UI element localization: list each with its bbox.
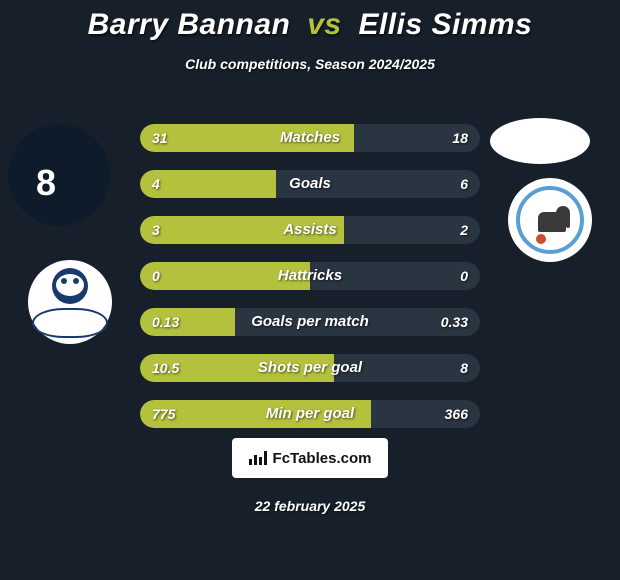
stat-row: 3118Matches bbox=[140, 124, 480, 152]
stat-row: 00Hattricks bbox=[140, 262, 480, 290]
comparison-title: Barry Bannan vs Ellis Simms bbox=[0, 0, 620, 42]
ball-icon bbox=[536, 234, 546, 244]
crest-ring-icon bbox=[32, 308, 108, 338]
stat-label: Assists bbox=[140, 216, 480, 244]
vs-separator: vs bbox=[307, 8, 341, 41]
stat-bars: 3118Matches 46Goals 32Assists 00Hattricks 0.… bbox=[140, 124, 480, 446]
stat-label: Goals bbox=[140, 170, 480, 198]
stat-row: 32Assists bbox=[140, 216, 480, 244]
player1-avatar: 8 bbox=[8, 124, 110, 226]
stat-row: 775366Min per goal bbox=[140, 400, 480, 428]
player2-name: Ellis Simms bbox=[358, 8, 532, 41]
elephant-icon bbox=[538, 204, 570, 236]
stat-row: 10.58Shots per goal bbox=[140, 354, 480, 382]
site-name: FcTables.com bbox=[273, 450, 372, 467]
player1-jersey-number: 8 bbox=[36, 162, 56, 204]
stat-row: 46Goals bbox=[140, 170, 480, 198]
stat-label: Min per goal bbox=[140, 400, 480, 428]
crest-inner-icon bbox=[516, 186, 584, 254]
player1-club-crest bbox=[28, 260, 112, 344]
owl-icon bbox=[52, 268, 88, 304]
player1-name: Barry Bannan bbox=[88, 8, 291, 41]
site-badge: FcTables.com bbox=[232, 438, 388, 478]
player2-badge bbox=[490, 118, 590, 164]
footer-date: 22 february 2025 bbox=[0, 498, 620, 514]
stat-label: Matches bbox=[140, 124, 480, 152]
player2-club-crest bbox=[508, 178, 592, 262]
subtitle: Club competitions, Season 2024/2025 bbox=[0, 56, 620, 72]
stat-label: Hattricks bbox=[140, 262, 480, 290]
stat-label: Goals per match bbox=[140, 308, 480, 336]
stat-label: Shots per goal bbox=[140, 354, 480, 382]
stat-row: 0.130.33Goals per match bbox=[140, 308, 480, 336]
chart-icon bbox=[249, 451, 267, 465]
